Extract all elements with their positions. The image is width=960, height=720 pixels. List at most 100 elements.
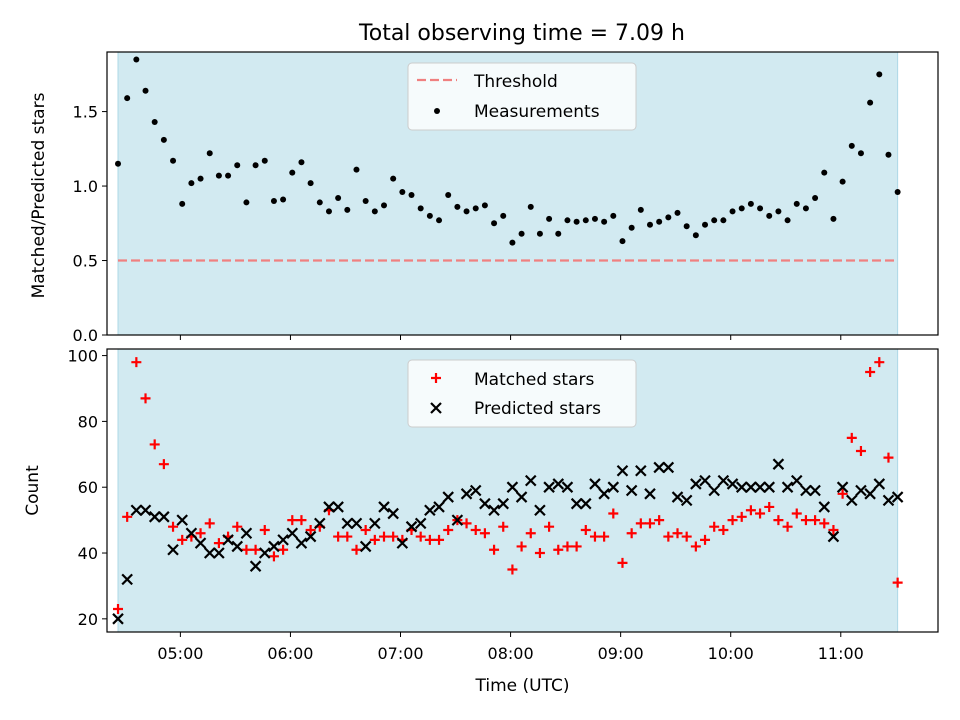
- matched-stars-point: [617, 557, 628, 568]
- measurement-point: [371, 208, 378, 215]
- matched-stars-point: [516, 541, 527, 552]
- predicted-stars-point: [424, 504, 436, 517]
- predicted-stars-point: [497, 497, 510, 510]
- x-tick-label: 08:00: [488, 644, 534, 663]
- matched-stars-point: [388, 531, 399, 542]
- predicted-stars-point: [341, 517, 354, 530]
- matched-stars-point: [810, 515, 821, 526]
- matched-stars-point: [791, 508, 802, 519]
- measurement-point: [885, 151, 892, 158]
- predicted-stars-point: [240, 527, 253, 540]
- measurement-point: [307, 180, 314, 187]
- measurement-point: [335, 194, 342, 201]
- measurement-point: [692, 232, 699, 239]
- predicted-stars-point: [680, 494, 693, 507]
- matched-stars-point: [213, 538, 224, 549]
- measurement-point: [234, 162, 241, 169]
- matched-stars-point: [122, 511, 133, 522]
- matched-stars-point: [690, 541, 701, 552]
- bottom-axes-frame: [106, 348, 939, 633]
- predicted-stars-point: [653, 461, 665, 474]
- y-tick-label: 60: [78, 478, 98, 497]
- measurement-point: [316, 199, 323, 206]
- measurement-point: [142, 87, 149, 94]
- matched-stars-point: [158, 459, 169, 470]
- measurement-point: [555, 230, 562, 237]
- measurement-point: [325, 208, 332, 215]
- measurement-point: [344, 206, 351, 213]
- measurement-point: [124, 95, 131, 102]
- measurement-point: [243, 199, 250, 206]
- measurement-point: [876, 71, 883, 78]
- measurement-point: [408, 191, 415, 198]
- measurement-point: [417, 205, 424, 212]
- measurement-point: [720, 217, 727, 224]
- measurement-point: [646, 221, 653, 228]
- measurement-point: [546, 215, 553, 222]
- bottom-y-axis-label: Count: [23, 465, 43, 516]
- predicted-stars-point: [148, 511, 161, 523]
- predicted-stars-point: [396, 537, 409, 549]
- measurement-point: [674, 209, 681, 216]
- measurement-point: [628, 224, 635, 231]
- matched-stars-point: [360, 524, 371, 535]
- matched-stars-point: [580, 524, 591, 535]
- predicted-stars-point: [754, 481, 766, 493]
- matched-stars-point: [635, 518, 646, 529]
- predicted-stars-point: [873, 478, 886, 490]
- measurements-points: [115, 56, 901, 246]
- predicted-stars-point: [580, 497, 592, 510]
- matched-stars-point: [268, 551, 279, 562]
- legend-measurements-swatch: [434, 108, 440, 114]
- measurement-point: [170, 157, 177, 164]
- legend-matched-swatch: [431, 373, 441, 383]
- matched-stars-point: [177, 534, 188, 545]
- measurement-point: [536, 230, 543, 237]
- y-tick-label: 80: [78, 412, 98, 431]
- predicted-stars-point: [314, 517, 326, 530]
- measurement-point: [766, 212, 773, 219]
- matched-stars-point: [259, 524, 270, 535]
- predicted-stars-point: [671, 491, 684, 503]
- y-tick-label: 40: [78, 544, 98, 563]
- measurement-point: [491, 220, 498, 227]
- predicted-stars-point: [745, 481, 757, 493]
- predicted-stars-point: [891, 491, 904, 503]
- matched-stars-points: [113, 357, 903, 614]
- y-tick-label: 1.5: [73, 103, 98, 122]
- measurement-point: [454, 203, 461, 210]
- x-tick-label: 11:00: [818, 644, 864, 663]
- measurement-point: [775, 208, 782, 215]
- measurement-point: [151, 119, 158, 126]
- measurement-point: [362, 197, 369, 204]
- predicted-stars-point: [378, 501, 390, 513]
- legend-predicted-swatch: [430, 402, 442, 414]
- matched-stars-point: [232, 521, 243, 532]
- matched-stars-point: [727, 515, 738, 526]
- matched-stars-point: [883, 452, 894, 463]
- matched-stars-point: [140, 393, 151, 404]
- predicted-stars-point: [387, 507, 399, 520]
- legend-box: [407, 62, 637, 131]
- matched-stars-point: [498, 521, 509, 532]
- measurement-point: [757, 205, 764, 212]
- predicted-stars-point: [543, 481, 555, 493]
- measurement-point: [747, 200, 754, 207]
- measurement-point: [481, 202, 488, 209]
- bottom-legend: Matched stars Predicted stars: [407, 359, 637, 428]
- measurement-point: [472, 205, 479, 212]
- measurement-point: [619, 238, 626, 245]
- predicted-stars-point: [185, 527, 198, 540]
- measurement-point: [527, 203, 534, 210]
- legend-predicted-label: Predicted stars: [474, 399, 601, 419]
- matched-stars-point: [168, 521, 179, 532]
- predicted-stars-point: [708, 484, 720, 497]
- matched-stars-point: [369, 534, 380, 545]
- matched-stars-point: [342, 531, 353, 542]
- top-y-axis-label: Matched/Predicted stars: [29, 92, 49, 298]
- predicted-stars-point: [524, 474, 537, 487]
- matched-stars-point: [681, 531, 692, 542]
- matched-stars-point: [892, 577, 903, 588]
- matched-stars-point: [599, 531, 610, 542]
